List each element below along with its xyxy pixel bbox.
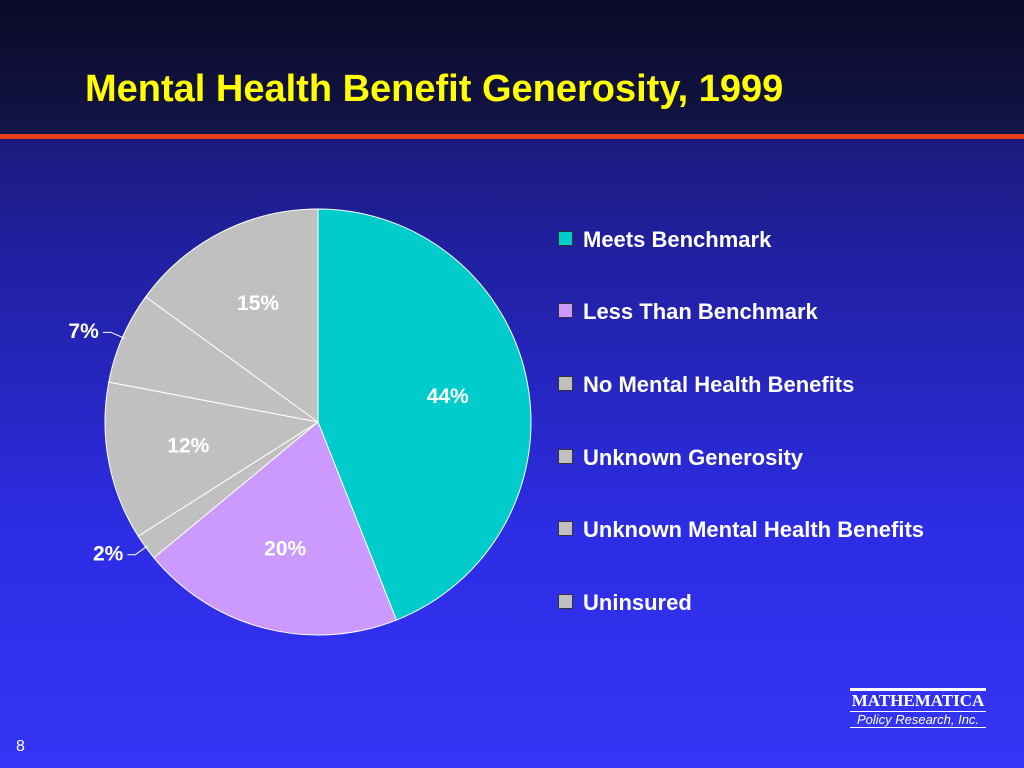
title-band <box>0 0 1024 136</box>
legend-swatch <box>558 376 573 391</box>
logo-name: MATHEMATICA <box>850 691 986 712</box>
legend-swatch <box>558 521 573 536</box>
pie-slice <box>153 421 398 636</box>
legend-label: Uninsured <box>583 590 692 615</box>
data-label: 12% <box>167 434 209 457</box>
legend-item: Unknown Mental Health Benefits <box>558 515 928 545</box>
data-label: 44% <box>427 385 469 408</box>
legend-item: Less Than Benchmark <box>558 297 928 327</box>
data-label: 2% <box>93 542 124 565</box>
pie-slice <box>104 381 320 537</box>
data-label: 7% <box>68 320 99 343</box>
data-label: 15% <box>237 292 279 315</box>
legend-label: Unknown Generosity <box>583 445 804 470</box>
legend-label: Unknown Mental Health Benefits <box>583 517 925 542</box>
leader-line <box>102 331 125 339</box>
logo: MATHEMATICA Policy Research, Inc. <box>850 688 986 728</box>
pie-slice <box>144 208 319 423</box>
legend-swatch <box>558 449 573 464</box>
pie-slice <box>317 208 532 621</box>
legend-item: Unknown Generosity <box>558 443 928 473</box>
legend-item: Uninsured <box>558 588 928 618</box>
legend-item: No Mental Health Benefits <box>558 370 928 400</box>
legend-swatch <box>558 231 573 246</box>
legend-label: No Mental Health Benefits <box>583 372 855 397</box>
legend-swatch <box>558 594 573 609</box>
legend-label: Less Than Benchmark <box>583 299 818 324</box>
chart-title: Mental Health Benefit Generosity, 1999 <box>85 68 784 110</box>
legend-label: Meets Benchmark <box>583 227 772 252</box>
data-label: 20% <box>264 537 306 560</box>
legend-swatch <box>558 303 573 318</box>
legend-item: Meets Benchmark <box>558 225 928 255</box>
logo-sub: Policy Research, Inc. <box>856 712 980 727</box>
page-number: 8 <box>16 738 25 755</box>
leader-line <box>127 545 148 556</box>
title-rule <box>0 134 1024 139</box>
